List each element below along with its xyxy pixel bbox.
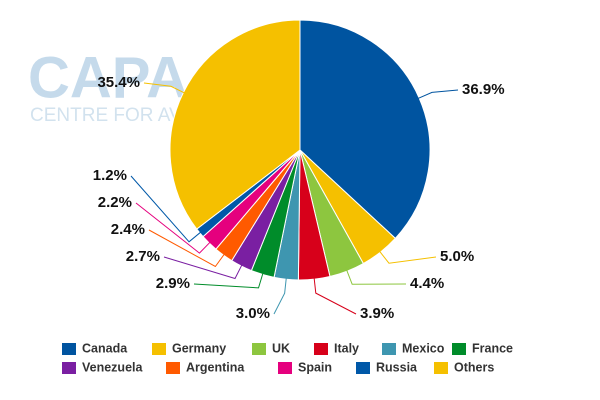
leader-line (377, 248, 437, 264)
legend-swatch (62, 362, 76, 374)
legend-swatch (152, 343, 166, 355)
data-label: 36.9% (462, 81, 505, 98)
legend-label: Spain (298, 360, 332, 374)
legend-swatch (452, 343, 466, 355)
legend-swatch (356, 362, 370, 374)
legend-swatch (252, 343, 266, 355)
legend-swatch (434, 362, 448, 374)
data-label: 4.4% (410, 275, 444, 292)
leader-line (130, 175, 204, 243)
data-label: 2.9% (156, 275, 190, 292)
data-label: 3.0% (236, 305, 270, 322)
data-label: 1.2% (93, 167, 127, 184)
data-label: 2.7% (126, 248, 160, 265)
data-label: 35.4% (97, 74, 140, 91)
data-label: 3.9% (360, 305, 394, 322)
leader-line (148, 229, 227, 268)
legend-swatch (278, 362, 292, 374)
leader-line (193, 270, 265, 289)
legend-swatch (62, 343, 76, 355)
legend-swatch (166, 362, 180, 374)
data-label: 5.0% (440, 248, 474, 265)
data-label: 2.2% (98, 194, 132, 211)
leader-line (143, 82, 188, 95)
legend-label: Others (454, 360, 494, 374)
legend-label: Germany (172, 341, 226, 355)
legend-label: Canada (82, 341, 128, 355)
leader-line (415, 89, 459, 101)
data-label: 2.4% (111, 221, 145, 238)
legend-label: Italy (334, 341, 359, 355)
leader-line (345, 267, 407, 285)
leader-line (135, 202, 213, 254)
leader-line (273, 275, 288, 315)
legend-swatch (382, 343, 396, 355)
legend-label: France (472, 341, 513, 355)
leader-line (163, 256, 244, 280)
leader-line (313, 275, 357, 315)
legend-label: Russia (376, 360, 418, 374)
legend-swatch (314, 343, 328, 355)
legend-label: Venezuela (82, 360, 143, 374)
legend-label: Mexico (402, 341, 445, 355)
watermark-logo: CAPA (28, 45, 188, 110)
legend-label: Argentina (186, 360, 245, 374)
legend-label: UK (272, 341, 290, 355)
